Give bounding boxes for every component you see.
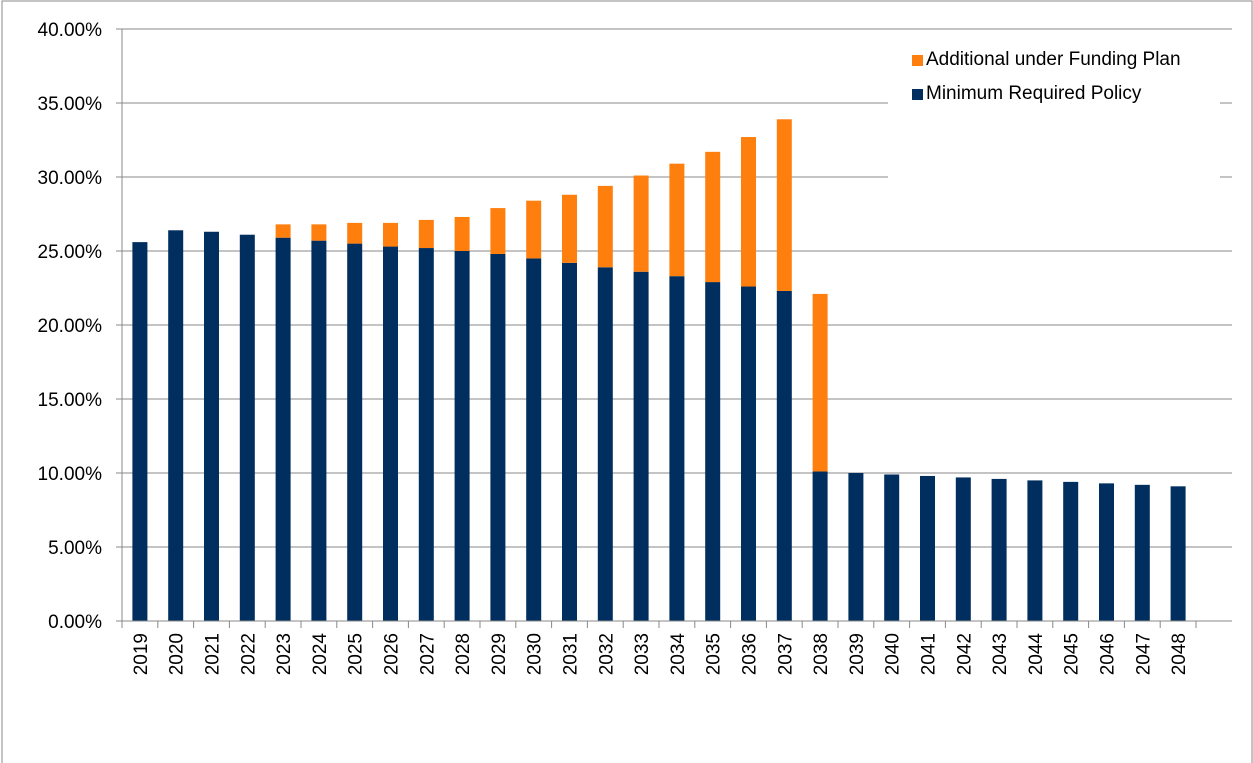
x-tick-label: 2032: [596, 633, 617, 675]
bar-segment: [526, 200, 542, 259]
bar-segment: [454, 216, 470, 251]
bar-segment: [490, 253, 506, 621]
y-tick-label: 20.00%: [38, 316, 103, 337]
bar-segment: [562, 262, 577, 621]
bar-segment: [597, 267, 613, 621]
bar-segment: [132, 242, 148, 621]
x-tick-label: 2044: [1026, 633, 1047, 676]
x-tick-label: 2025: [346, 633, 367, 675]
y-tick-label: 5.00%: [48, 538, 102, 559]
bar-segment: [1170, 486, 1186, 621]
bar-segment: [776, 290, 792, 621]
x-tick-label: 2026: [382, 633, 403, 675]
bar-segment: [526, 258, 542, 621]
bar-segment: [812, 293, 828, 472]
bar-segment: [741, 137, 756, 287]
x-tick-label: 2021: [203, 633, 224, 675]
bar-segment: [347, 243, 363, 621]
y-tick-label: 10.00%: [38, 464, 103, 485]
bar-segment: [991, 478, 1007, 621]
x-tick-label: 2038: [811, 633, 832, 675]
bar-segment: [347, 222, 363, 244]
x-tick-label: 2047: [1133, 633, 1154, 675]
y-tick-label: 30.00%: [38, 168, 103, 189]
y-tick-label: 35.00%: [38, 94, 103, 115]
y-tick-label: 25.00%: [38, 242, 103, 263]
bar-segment: [418, 219, 434, 249]
x-tick-label: 2019: [131, 633, 152, 675]
x-tick-label: 2046: [1098, 633, 1119, 675]
x-tick-label: 2028: [453, 633, 474, 675]
x-tick-label: 2037: [775, 633, 796, 675]
x-tick-label: 2036: [740, 633, 761, 675]
bar-segment: [275, 224, 291, 238]
legend-label: Minimum Required Policy: [926, 83, 1142, 104]
bar-segment: [705, 282, 721, 621]
bar-segment: [1027, 480, 1043, 621]
x-tick-label: 2030: [525, 633, 546, 675]
x-tick-label: 2033: [632, 633, 653, 675]
x-tick-label: 2024: [310, 633, 331, 676]
legend-item: Additional under Funding Plan: [888, 48, 1216, 72]
bar-segment: [812, 471, 828, 621]
bar-segment: [418, 248, 434, 622]
x-tick-label: 2048: [1169, 633, 1190, 675]
x-tick-label: 2020: [167, 633, 188, 675]
legend-swatch: [912, 89, 923, 100]
bar-segment: [633, 271, 649, 621]
bar-segment: [168, 230, 184, 621]
bar-segment: [884, 474, 900, 621]
x-tick-label: 2022: [238, 633, 259, 675]
bar-segment: [669, 163, 685, 277]
x-tick-label: 2031: [561, 633, 582, 675]
x-tick-label: 2045: [1062, 633, 1083, 675]
bar-segment: [597, 185, 613, 268]
x-tick-label: 2035: [704, 633, 725, 675]
y-tick-label: 40.00%: [38, 20, 103, 41]
bar-segment: [633, 175, 649, 272]
legend: Additional under Funding Plan Minimum Req…: [888, 40, 1220, 180]
bar-segment: [311, 224, 327, 241]
x-tick-label: 2029: [489, 633, 510, 675]
bar-segment: [955, 477, 971, 621]
bar-segment: [383, 222, 398, 247]
legend-label: Additional under Funding Plan: [926, 49, 1181, 70]
bar-segment: [1099, 483, 1114, 621]
bar-segment: [776, 119, 792, 291]
y-tick-label: 15.00%: [38, 390, 103, 411]
x-tick-label: 2043: [990, 633, 1011, 675]
bar-segment: [920, 475, 935, 621]
legend-swatch: [912, 55, 923, 66]
legend-item: Minimum Required Policy: [888, 82, 1216, 106]
bar-segment: [454, 251, 470, 621]
bar-segment: [383, 246, 398, 621]
bar-segment: [239, 234, 255, 621]
y-tick-label: 0.00%: [48, 612, 102, 633]
x-tick-label: 2027: [417, 633, 438, 675]
bar-segment: [1063, 481, 1079, 621]
x-tick-label: 2042: [954, 633, 975, 675]
x-tick-label: 2040: [883, 633, 904, 675]
x-tick-label: 2023: [274, 633, 295, 675]
bar-segment: [669, 276, 685, 621]
x-tick-label: 2041: [919, 633, 940, 675]
bar-segment: [562, 194, 577, 263]
bar-segment: [1134, 484, 1150, 621]
bar-segment: [741, 286, 756, 621]
bar-segment: [848, 473, 864, 621]
x-tick-label: 2039: [847, 633, 868, 675]
bar-segment: [311, 240, 327, 621]
x-tick-label: 2034: [668, 633, 689, 676]
bar-segment: [275, 237, 291, 621]
bar-segment: [204, 231, 219, 621]
bar-segment: [490, 208, 506, 254]
bar-segment: [705, 151, 721, 283]
